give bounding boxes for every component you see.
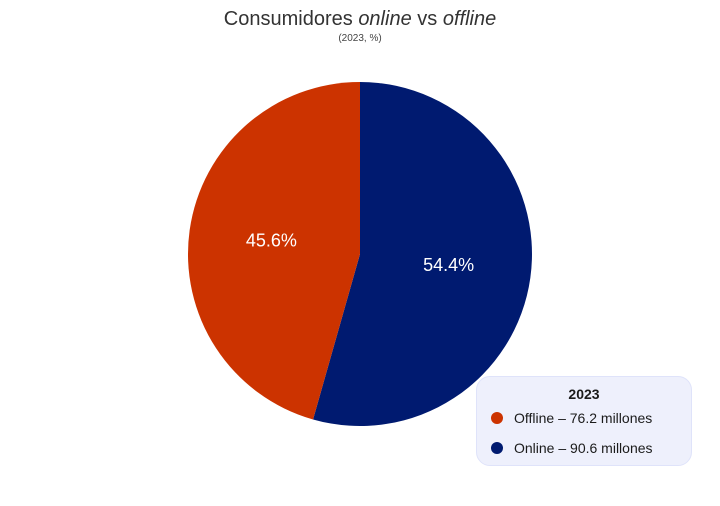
pie-label-offline: 45.6% — [246, 230, 297, 250]
legend-item-online: Online – 90.6 millones — [491, 440, 653, 456]
legend-label-offline: Offline – 76.2 millones — [514, 410, 653, 426]
pie-slice-online — [313, 82, 532, 426]
legend: 2023 Offline – 76.2 millones Online – 90… — [476, 376, 692, 466]
legend-label-online: Online – 90.6 millones — [514, 440, 653, 456]
chart-title: Consumidores online vs offline — [0, 8, 720, 31]
chart-title-part-3: vs — [411, 8, 443, 30]
pie-label-online: 54.4% — [423, 255, 474, 275]
chart-subtitle: (2023, %) — [338, 33, 382, 44]
chart-title-part-1: Consumidores — [223, 8, 359, 30]
chart-title-offline: offline — [442, 8, 497, 30]
chart-title-online: online — [358, 8, 412, 30]
pie-slice-offline — [187, 82, 360, 420]
legend-item-offline: Offline – 76.2 millones — [491, 410, 652, 426]
legend-title: 2023 — [568, 386, 600, 402]
legend-swatch-online — [491, 442, 503, 454]
legend-swatch-offline — [491, 412, 503, 424]
